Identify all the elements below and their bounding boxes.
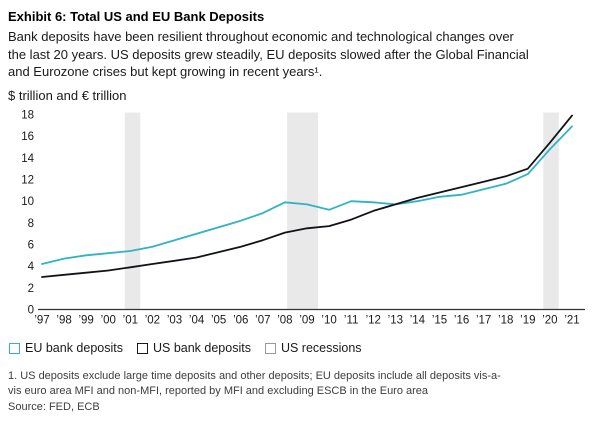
x-axis-tick-label: ’06: [233, 315, 248, 327]
y-axis-tick-label: 8: [28, 218, 34, 230]
x-axis-tick-label: ’19: [520, 315, 535, 327]
y-axis-tick-label: 16: [21, 131, 34, 143]
x-axis-tick-label: ’11: [344, 315, 359, 327]
chart-source: Source: FED, ECB: [8, 401, 100, 413]
x-axis-tick-label: ’14: [410, 315, 426, 327]
recession-band: [124, 112, 141, 310]
legend-item-us-recessions: US recessions: [264, 341, 362, 355]
x-axis-tick-label: ’08: [277, 315, 292, 327]
legend-item-us-deposits: US bank deposits: [136, 341, 251, 355]
axis-units-label: $ trillion and € trillion: [8, 88, 127, 103]
x-axis-tick-label: ’04: [189, 315, 205, 327]
x-axis-tick-label: ’07: [255, 315, 270, 327]
chart-subtitle: Bank deposits have been resilient throug…: [8, 29, 529, 79]
x-axis-tick-label: ’10: [321, 315, 336, 327]
legend-item-eu-deposits: EU bank deposits: [9, 341, 123, 355]
legend-label: US bank deposits: [152, 341, 251, 355]
x-axis-tick-label: ’02: [145, 315, 160, 327]
chart-footnote: 1. US deposits exclude large time deposi…: [8, 370, 501, 397]
us-bank-deposits-line: [41, 114, 573, 278]
x-axis-tick-label: ’98: [56, 315, 71, 327]
x-axis-tick-label: ’13: [388, 315, 403, 327]
legend-label: US recessions: [280, 341, 362, 355]
x-axis-tick-label: ’18: [498, 315, 513, 327]
x-axis-tick-label: ’00: [101, 315, 116, 327]
eu-bank-deposits-line: [41, 125, 573, 265]
deposits-line-chart: 0 2 4 6 8 10 12 14 16 18 ’97 ’98 ’99 ’00 ’01 ’02 ’03 ’04 ’…: [0, 108, 600, 333]
chart-legend: EU bank deposits US bank deposits US rec…: [9, 341, 362, 355]
x-axis-tick-label: ’15: [432, 315, 447, 327]
x-axis-tick-label: ’12: [366, 315, 381, 327]
x-axis-tick-label: ’21: [564, 315, 579, 327]
page-title: Exhibit 6: Total US and EU Bank Deposits: [8, 9, 265, 24]
recession-band: [543, 112, 559, 310]
legend-label: EU bank deposits: [25, 341, 123, 355]
x-axis-tick-label: ’97: [34, 315, 49, 327]
x-axis-tick-label: ’20: [542, 315, 557, 327]
y-axis-tick-label: 6: [28, 240, 34, 252]
x-axis-tick-label: ’09: [299, 315, 314, 327]
recession-band: [287, 112, 319, 310]
y-axis-tick-label: 4: [28, 261, 35, 273]
y-axis-tick-label: 2: [28, 283, 34, 295]
x-axis-tick-label: ’03: [167, 315, 182, 327]
y-axis-tick-label: 18: [21, 110, 34, 122]
chart-svg: 0 2 4 6 8 10 12 14 16 18 ’97 ’98 ’99 ’00 ’01 ’02 ’03 ’04 ’…: [21, 110, 585, 327]
x-axis-tick-label: ’01: [123, 315, 138, 327]
y-axis-tick-label: 12: [21, 175, 34, 187]
x-axis-tick-label: ’99: [78, 315, 93, 327]
x-axis-tick-label: ’05: [211, 315, 226, 327]
us-recessions-swatch-icon: [264, 342, 276, 354]
us-deposits-swatch-icon: [136, 342, 148, 354]
y-axis-tick-label: 0: [28, 305, 34, 317]
y-axis-tick-label: 14: [21, 153, 34, 165]
x-axis-tick-label: ’17: [476, 315, 491, 327]
x-axis-tick-label: ’16: [454, 315, 469, 327]
eu-deposits-swatch-icon: [9, 342, 20, 354]
y-axis-tick-label: 10: [21, 196, 34, 208]
